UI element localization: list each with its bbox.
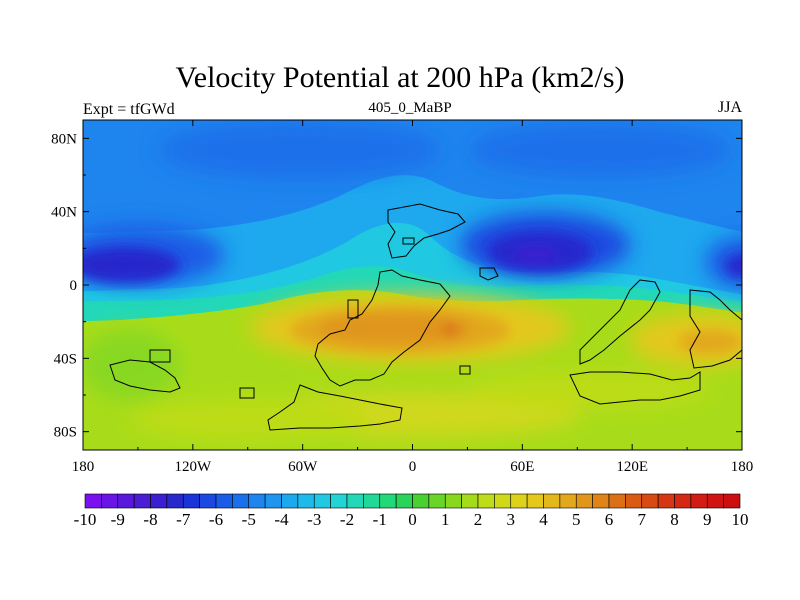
- colorbar-label: -1: [373, 510, 387, 529]
- colorbar: -10 -9 -8 -7 -6 -5 -4 -3 -2 -1 0 1 2 3 4 5 6 7 8 9 10: [74, 493, 749, 529]
- lat-tick-label: 80S: [54, 425, 77, 441]
- colorbar-label: 7: [638, 510, 647, 529]
- season-label: JJA: [717, 99, 742, 116]
- colorbar-label: 3: [507, 510, 516, 529]
- colorbar-swatch: [592, 493, 610, 509]
- colorbar-swatch: [641, 493, 659, 509]
- contour-field: [83, 120, 742, 450]
- lat-tick-label: 80N: [51, 131, 77, 147]
- colorbar-swatch: [494, 493, 512, 509]
- lon-tick-label: 60W: [288, 459, 318, 475]
- colorbar-swatch: [101, 493, 119, 509]
- colorbar-swatch: [346, 493, 364, 509]
- colorbar-swatch: [543, 493, 561, 509]
- coastlines: [109, 203, 742, 431]
- colorbar-label: 5: [572, 510, 581, 529]
- colorbar-swatch: [379, 493, 397, 509]
- colorbar-swatch: [133, 493, 151, 509]
- colorbar-label: -7: [176, 510, 191, 529]
- lon-tick-label: 120W: [174, 459, 212, 475]
- colorbar-swatch: [166, 493, 184, 509]
- colorbar-label: -2: [340, 510, 354, 529]
- colorbar-swatch: [559, 493, 577, 509]
- colorbar-swatch: [444, 493, 462, 509]
- colorbar-label: -4: [274, 510, 289, 529]
- colorbar-swatch: [575, 493, 593, 509]
- colorbar-swatch: [297, 493, 315, 509]
- colorbar-swatch: [363, 493, 381, 509]
- colorbar-label: -9: [111, 510, 125, 529]
- lon-tick-label: 0: [409, 459, 417, 475]
- colorbar-label: -10: [74, 510, 97, 529]
- lat-tick-label: 0: [70, 278, 78, 294]
- lon-tick-label: 120E: [616, 459, 648, 475]
- colorbar-label: -6: [209, 510, 223, 529]
- colorbar-swatch: [723, 493, 741, 509]
- colorbar-swatch: [395, 493, 413, 509]
- colorbar-swatch: [182, 493, 200, 509]
- colorbar-label: 9: [703, 510, 712, 529]
- colorbar-swatch: [248, 493, 266, 509]
- colorbar-swatch: [215, 493, 233, 509]
- colorbar-swatch: [150, 493, 168, 509]
- colorbar-swatch: [330, 493, 348, 509]
- colorbar-label: 10: [732, 510, 749, 529]
- colorbar-swatch: [674, 493, 692, 509]
- lon-tick-label: 180: [72, 459, 95, 475]
- colorbar-label: 0: [408, 510, 417, 529]
- lat-tick-label: 40S: [54, 351, 77, 367]
- colorbar-label: -3: [307, 510, 321, 529]
- colorbar-swatch: [264, 493, 282, 509]
- experiment-label: Expt = tfGWd: [83, 101, 175, 118]
- case-label: 405_0_MaBP: [368, 100, 452, 116]
- colorbar-label: 2: [474, 510, 483, 529]
- axis-ticks: 180 120W 60W 0 60E 120E 180 80N 40N 0 40S 80S: [51, 120, 753, 475]
- colorbar-label: 1: [441, 510, 450, 529]
- colorbar-swatch: [477, 493, 495, 509]
- colorbar-label: 8: [670, 510, 679, 529]
- colorbar-swatch: [690, 493, 708, 509]
- colorbar-swatch: [412, 493, 430, 509]
- colorbar-label: -5: [242, 510, 256, 529]
- colorbar-swatch: [510, 493, 528, 509]
- plot-title: Velocity Potential at 200 hPa (km2/s): [175, 61, 625, 94]
- colorbar-swatch: [232, 493, 250, 509]
- colorbar-swatch: [313, 493, 331, 509]
- colorbar-swatch: [657, 493, 675, 509]
- colorbar-label: -8: [143, 510, 157, 529]
- colorbar-swatch: [461, 493, 479, 509]
- colorbar-swatch: [428, 493, 446, 509]
- lon-tick-label: 60E: [510, 459, 534, 475]
- lat-tick-label: 40N: [51, 205, 77, 221]
- colorbar-swatch: [608, 493, 626, 509]
- colorbar-swatch: [526, 493, 544, 509]
- colorbar-swatch: [625, 493, 643, 509]
- colorbar-swatch: [281, 493, 299, 509]
- colorbar-swatch: [706, 493, 724, 509]
- colorbar-swatch: [199, 493, 217, 509]
- colorbar-swatch: [84, 493, 102, 509]
- colorbar-label: 4: [539, 510, 548, 529]
- lon-tick-label: 180: [731, 459, 754, 475]
- colorbar-label: 6: [605, 510, 614, 529]
- colorbar-swatch: [117, 493, 135, 509]
